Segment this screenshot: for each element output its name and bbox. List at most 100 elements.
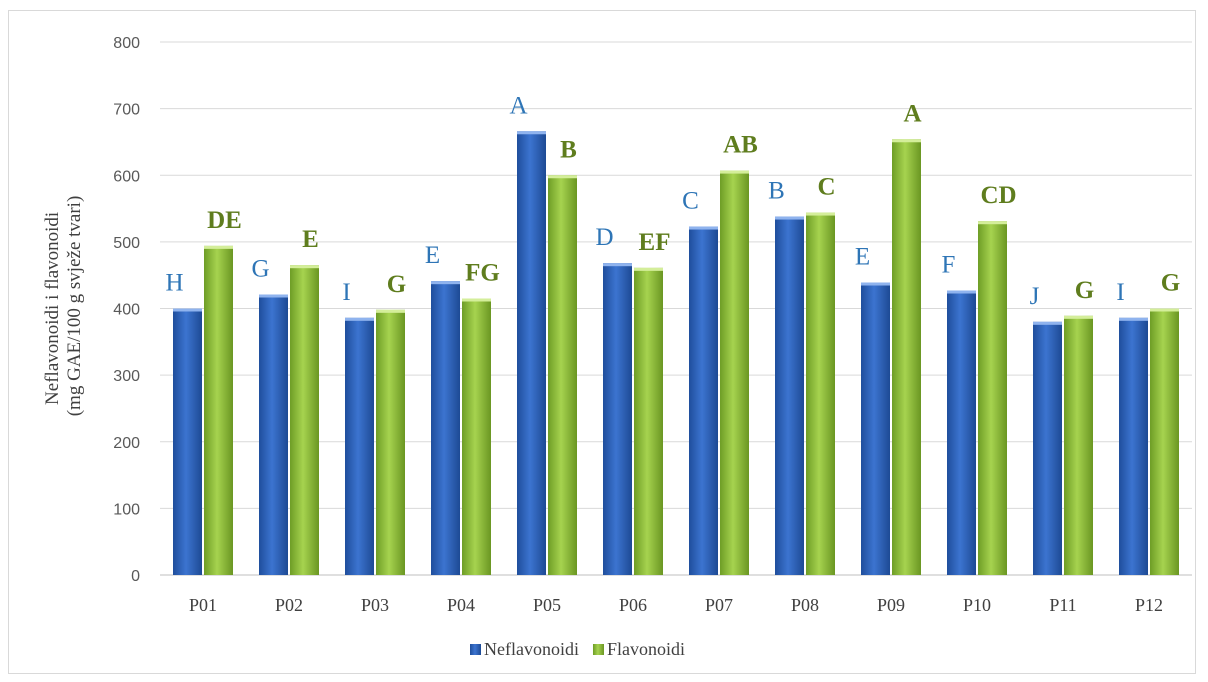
y-tick-label: 600: [113, 168, 140, 185]
x-tick-label: P09: [877, 595, 905, 615]
bar-top-highlight: [978, 221, 1007, 225]
bar-top-highlight: [1119, 317, 1148, 321]
significance-label: J: [1030, 283, 1040, 310]
bar-top-highlight: [720, 170, 749, 174]
significance-label: C: [682, 188, 699, 215]
significance-label: G: [1161, 270, 1180, 297]
bar-flavonoidi: [1064, 315, 1093, 575]
x-tick-labels: P01 P02 P03 P04 P05 P06 P07 P08 P09 P10 P11 P12: [189, 595, 1163, 615]
x-tick-label: P05: [533, 595, 561, 615]
significance-label: EF: [639, 229, 671, 256]
bar-top-highlight: [517, 131, 546, 135]
bar-top-highlight: [775, 216, 804, 220]
x-tick-label: P03: [361, 595, 389, 615]
significance-label: E: [302, 226, 319, 253]
x-tick-label: P01: [189, 595, 217, 615]
bar-neflavonoidi: [345, 317, 374, 575]
bar-neflavonoidi: [947, 290, 976, 575]
y-tick-label: 200: [113, 435, 140, 452]
significance-label: A: [509, 92, 527, 119]
legend-label: Neflavonoidi: [484, 639, 579, 659]
bar-top-highlight: [431, 281, 460, 285]
significance-label: E: [855, 244, 870, 271]
y-axis-title-line1: Neflavonoidi i flavonoidi: [42, 212, 63, 405]
bar-top-highlight: [634, 267, 663, 271]
bar-flavonoidi: [978, 221, 1007, 575]
bar-top-highlight: [603, 263, 632, 267]
bar-top-highlight: [259, 294, 288, 298]
x-tick-label: P07: [705, 595, 733, 615]
x-tick-label: P02: [275, 595, 303, 615]
bar-neflavonoidi: [1119, 317, 1148, 575]
significance-label: B: [560, 136, 577, 163]
bar-top-highlight: [689, 226, 718, 230]
x-tick-label: P11: [1049, 595, 1076, 615]
bar-top-highlight: [806, 212, 835, 216]
significance-label: G: [251, 256, 269, 283]
significance-label: CD: [980, 182, 1016, 209]
legend-swatch-flavonoidi: [592, 644, 604, 655]
bar-top-highlight: [345, 317, 374, 321]
bar-flavonoidi: [1150, 308, 1179, 575]
bar-top-highlight: [1064, 315, 1093, 319]
bar-flavonoidi: [720, 170, 749, 575]
significance-label: DE: [207, 207, 242, 234]
legend-label: Flavonoidi: [607, 639, 685, 659]
y-tick-label: 300: [113, 368, 140, 385]
x-tick-label: P04: [447, 595, 475, 615]
significance-label: A: [903, 100, 921, 127]
bar-top-highlight: [1150, 308, 1179, 312]
y-axis-title-line2: (mg GAE/100 g svježe tvari): [64, 196, 85, 417]
bar-top-highlight: [204, 245, 233, 249]
significance-label: D: [595, 224, 613, 251]
legend-swatch-neflavonoidi: [470, 644, 481, 655]
bar-flavonoidi: [548, 175, 577, 575]
x-tick-label: P10: [963, 595, 991, 615]
y-tick-label: 500: [113, 235, 140, 252]
significance-label: G: [1075, 277, 1094, 304]
significance-label: FG: [465, 260, 500, 287]
x-tick-label: P06: [619, 595, 647, 615]
bar-neflavonoidi: [517, 131, 546, 575]
bar-top-highlight: [548, 175, 577, 179]
bar-top-highlight: [376, 309, 405, 313]
y-tick-label: 100: [113, 501, 140, 518]
bar-top-highlight: [290, 265, 319, 269]
bar-flavonoidi: [204, 245, 233, 575]
bar-neflavonoidi: [431, 281, 460, 575]
significance-label: B: [768, 178, 785, 205]
bar-flavonoidi: [634, 267, 663, 575]
bar-neflavonoidi: [861, 282, 890, 575]
x-tick-label: P12: [1135, 595, 1163, 615]
bar-neflavonoidi: [603, 263, 632, 575]
y-tick-label: 800: [113, 35, 140, 52]
significance-label: I: [1116, 279, 1124, 306]
y-tick-label: 700: [113, 102, 140, 119]
bars: [173, 131, 1179, 575]
y-tick-label: 0: [131, 568, 140, 585]
bar-neflavonoidi: [1033, 321, 1062, 575]
bar-neflavonoidi: [689, 226, 718, 575]
bar-top-highlight: [462, 298, 491, 302]
significance-label: G: [387, 271, 406, 298]
significance-label: H: [165, 270, 183, 297]
bar-top-highlight: [892, 139, 921, 143]
bar-top-highlight: [947, 290, 976, 294]
significance-label: E: [425, 242, 440, 269]
bar-top-highlight: [861, 282, 890, 286]
bar-flavonoidi: [806, 212, 835, 575]
bar-flavonoidi: [290, 265, 319, 575]
x-tick-label: P08: [791, 595, 819, 615]
significance-label: AB: [723, 132, 758, 159]
bar-neflavonoidi: [173, 308, 202, 575]
y-axis-title: Neflavonoidi i flavonoidi (mg GAE/100 g …: [42, 196, 85, 417]
significance-label: I: [342, 279, 350, 306]
bar-neflavonoidi: [259, 294, 288, 575]
bar-flavonoidi: [376, 309, 405, 575]
significance-label: F: [942, 252, 956, 279]
significance-label: C: [817, 174, 835, 201]
bar-top-highlight: [1033, 321, 1062, 325]
legend: Neflavonoidi Flavonoidi: [470, 639, 685, 659]
